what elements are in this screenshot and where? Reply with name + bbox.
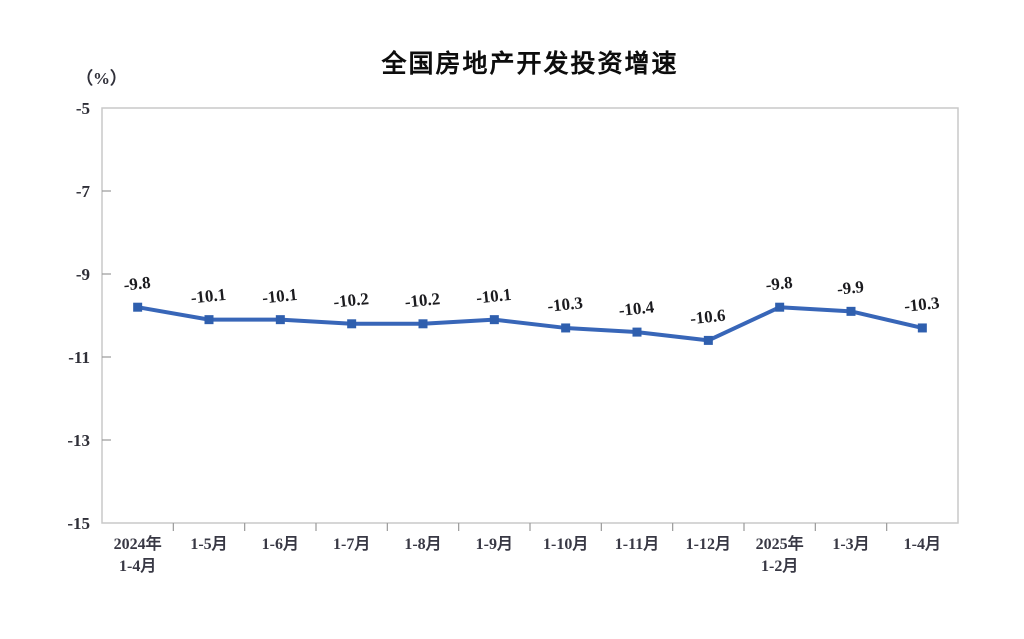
x-axis-tick-label: 1-9月 <box>476 535 513 553</box>
y-axis-tick-label: -5 <box>76 99 90 118</box>
data-point-marker <box>561 323 571 333</box>
x-axis-tick-label: 2025年 1-2月 <box>756 534 804 575</box>
y-axis-tick-label: -13 <box>67 431 90 450</box>
y-axis-tick-label: -15 <box>67 514 90 533</box>
data-point-marker <box>703 335 713 345</box>
data-point-marker <box>275 315 285 325</box>
data-point-label: -10.2 <box>332 289 369 312</box>
data-point-marker <box>775 302 785 312</box>
data-point-label: -9.8 <box>123 273 152 295</box>
data-point-marker <box>204 315 214 325</box>
x-axis-tick-label: 1-3月 <box>832 535 869 553</box>
data-point-marker <box>846 306 856 316</box>
x-axis-tick-label: 1-11月 <box>615 535 659 553</box>
x-axis-tick-label: 2024年 1-4月 <box>114 534 162 575</box>
y-axis-tick-label: -7 <box>76 182 91 201</box>
data-point-marker <box>347 319 357 329</box>
x-axis-tick-label: 1-4月 <box>904 535 941 553</box>
x-axis-tick-label: 1-10月 <box>543 535 588 553</box>
x-axis-tick-label: 1-6月 <box>262 535 299 553</box>
x-axis-tick-label: 1-5月 <box>190 535 227 553</box>
data-point-marker <box>632 327 642 337</box>
data-point-label: -10.1 <box>475 285 512 308</box>
data-point-marker <box>418 319 428 329</box>
data-point-marker <box>133 302 143 312</box>
data-point-label: -9.9 <box>836 277 865 299</box>
data-point-label: -10.2 <box>404 289 441 312</box>
data-point-label: -9.8 <box>765 273 794 295</box>
x-axis-tick-label: 1-12月 <box>686 535 731 553</box>
data-point-label: -10.1 <box>261 285 298 308</box>
plot-border <box>101 107 959 524</box>
y-axis-tick-label: -9 <box>76 265 90 284</box>
x-axis-tick-label: 1-8月 <box>404 535 441 553</box>
data-point-marker <box>917 323 927 333</box>
data-point-label: -10.6 <box>689 306 726 329</box>
data-point-label: -10.4 <box>618 297 656 320</box>
chart-title: 全国房地产开发投资增速 <box>381 50 679 78</box>
series-line <box>135 305 925 343</box>
x-axis-tick-label: 1-7月 <box>333 535 370 553</box>
y-axis-unit-label: （%） <box>76 69 127 88</box>
data-point-label: -10.1 <box>190 285 227 308</box>
y-axis-tick-label: -11 <box>68 348 90 367</box>
data-point-label: -10.3 <box>546 293 583 316</box>
data-point-marker <box>489 315 499 325</box>
data-point-label: -10.3 <box>903 293 940 316</box>
